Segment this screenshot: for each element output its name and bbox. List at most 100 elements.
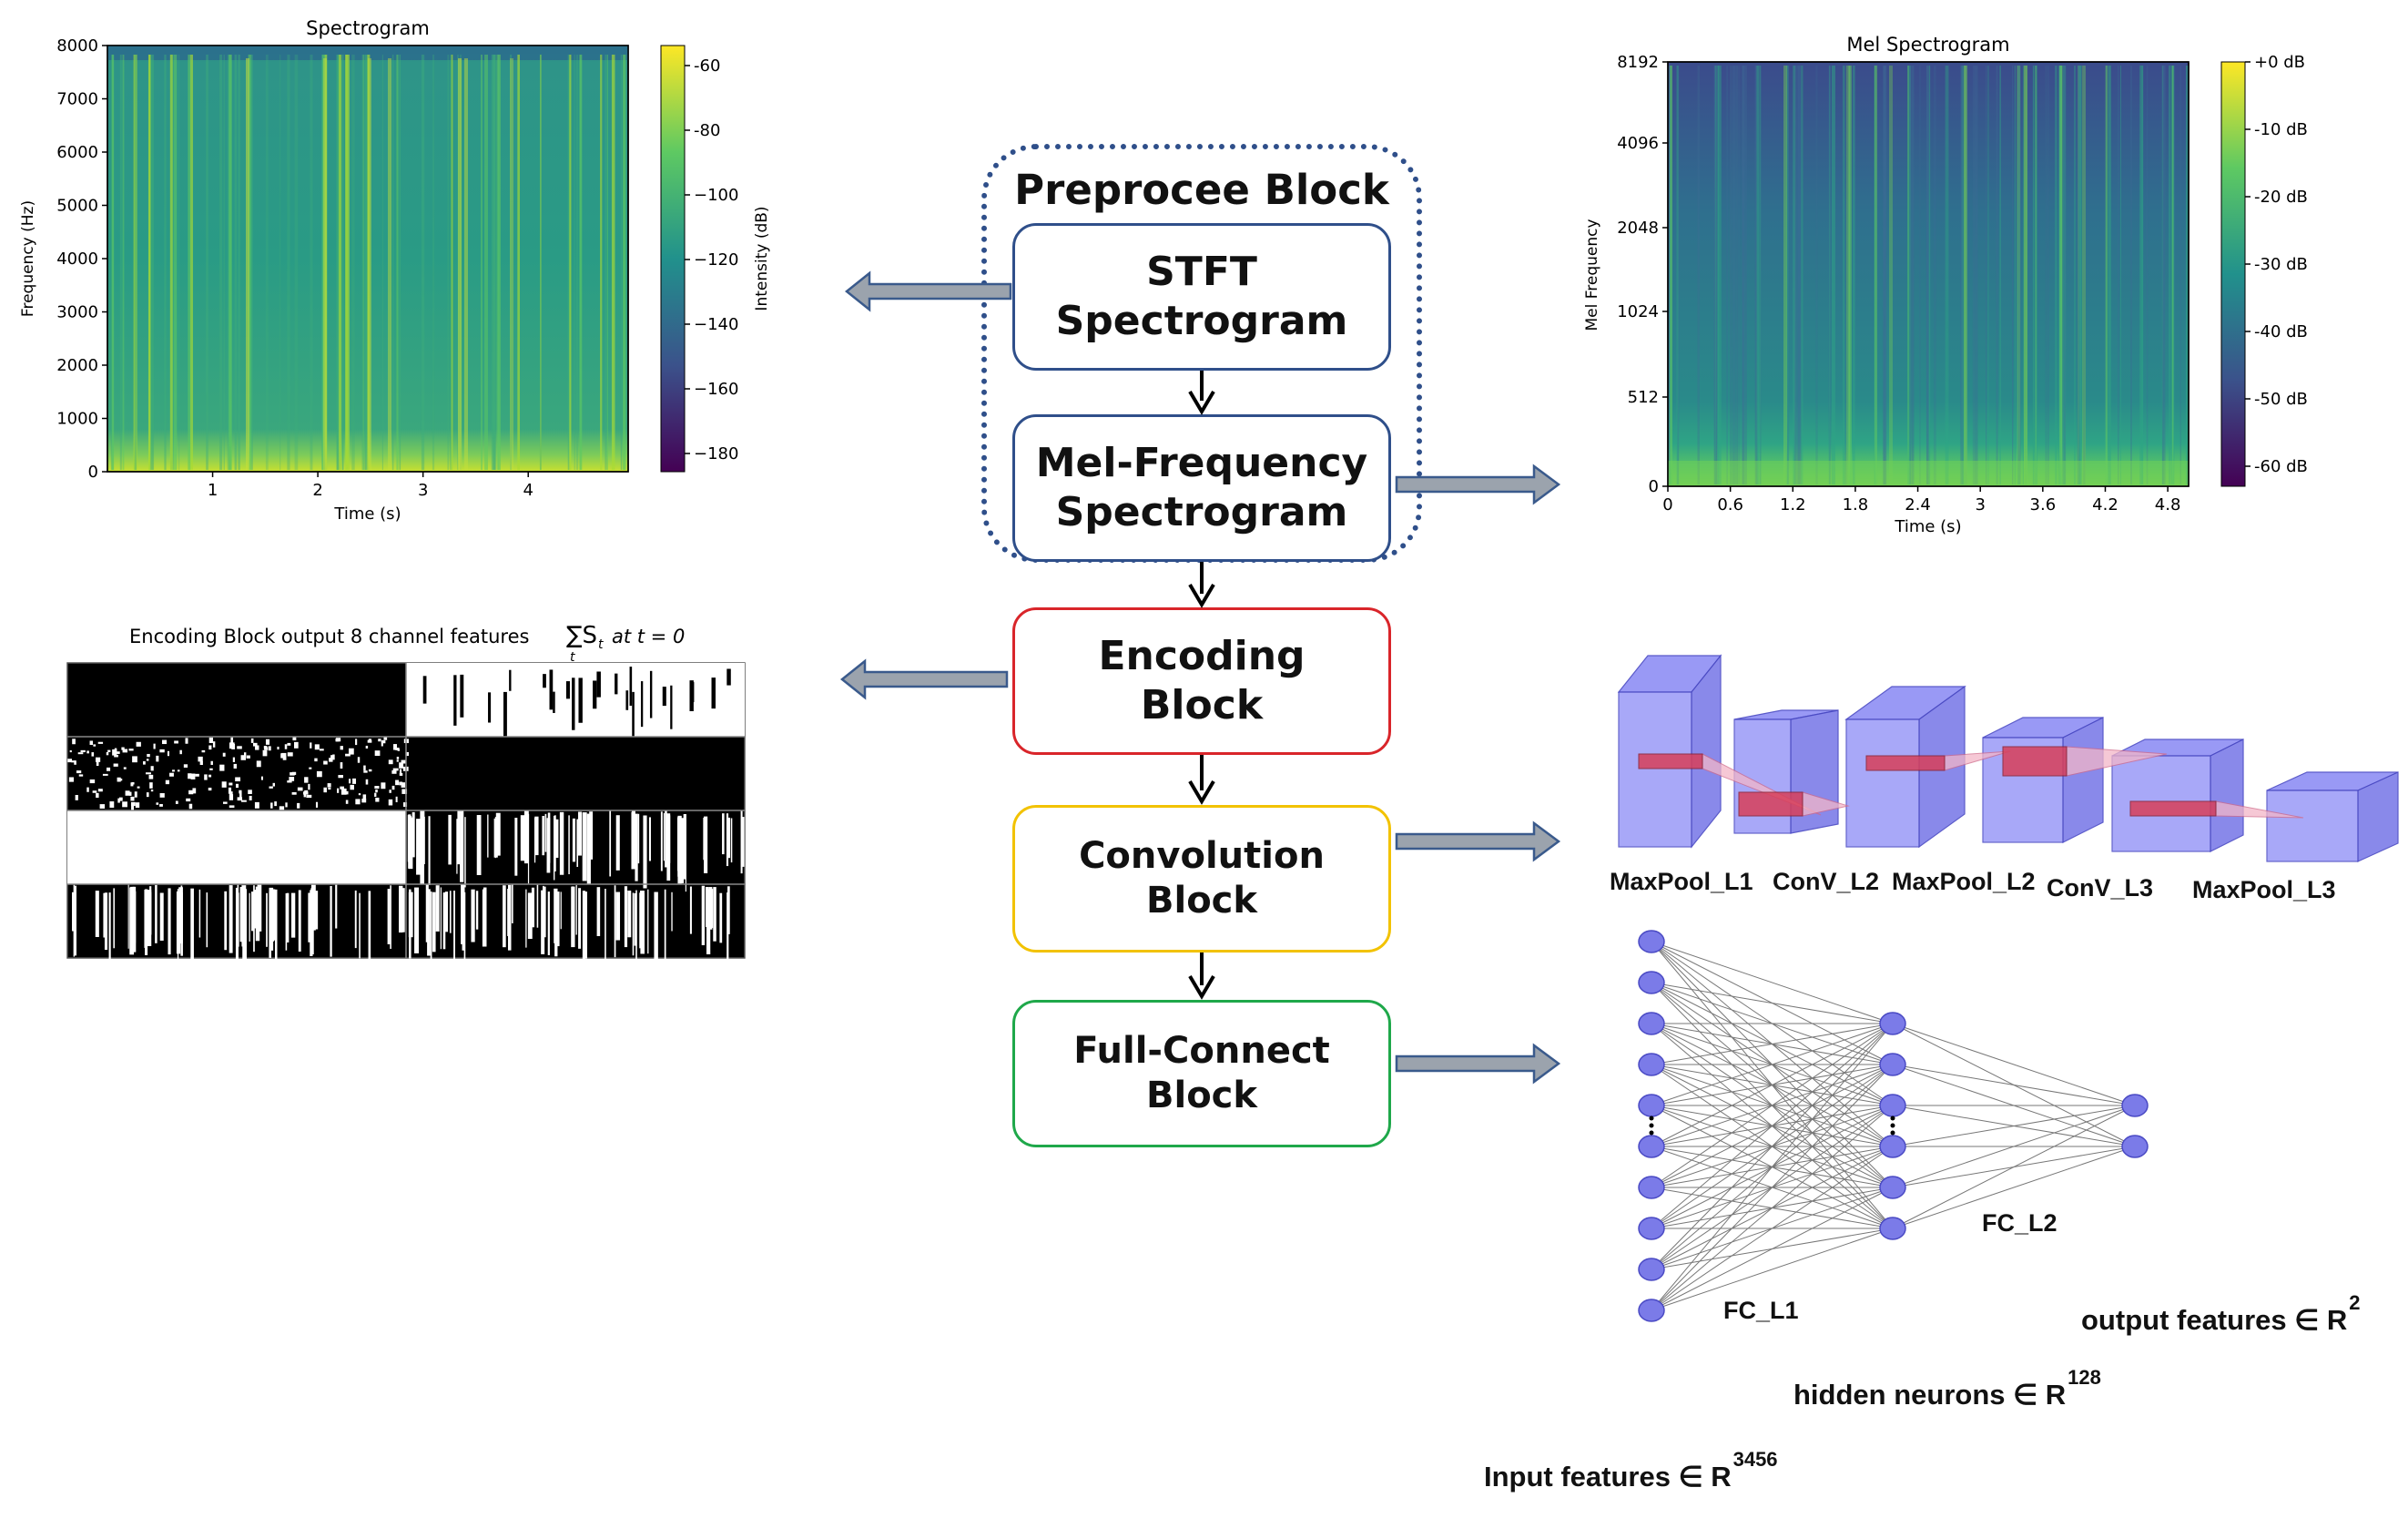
spec-cbtick-label: −140 — [694, 315, 738, 334]
enc-bar — [541, 890, 545, 954]
enc-bar — [648, 817, 651, 861]
mel-streak — [1960, 66, 1964, 484]
enc-speckle — [269, 786, 273, 789]
mel-bright-streak — [2024, 66, 2027, 484]
enc-speckle — [122, 801, 127, 808]
enc-speckle — [233, 763, 238, 769]
encoding-output-svg: Encoding Block output 8 channel features… — [66, 622, 746, 965]
enc-bar — [95, 891, 99, 937]
spec-streak — [223, 55, 225, 470]
input-neuron — [1638, 1094, 1665, 1117]
enc-bar — [432, 891, 436, 953]
enc-bar — [409, 889, 411, 959]
enc-speckle — [156, 755, 159, 762]
spec-streak — [122, 55, 125, 470]
output-neuron — [2121, 1094, 2149, 1117]
enc-speckle — [358, 793, 361, 796]
spec-streak — [351, 55, 355, 470]
enc-bar — [663, 812, 665, 861]
enc-speckle — [263, 746, 268, 749]
mel-streak — [1676, 66, 1679, 484]
enc-speckle — [285, 802, 288, 808]
enc-bar — [689, 886, 692, 934]
enc-speckle — [96, 757, 101, 762]
arrow-encoding-left — [839, 658, 1009, 700]
enc-speckle — [349, 779, 351, 784]
cnn-cubes — [1617, 654, 2399, 862]
enc-bar — [414, 888, 417, 953]
enc-speckle — [255, 745, 259, 750]
spec-streak — [190, 55, 193, 470]
mel-streak — [1717, 66, 1720, 484]
mel-xtick-label: 3.6 — [2030, 495, 2057, 514]
spec-streak — [484, 55, 488, 470]
spec-bright-streak — [246, 58, 249, 470]
mel-xtick-label: 4.8 — [2155, 495, 2181, 514]
spec-streak — [611, 55, 615, 470]
mel-ytick-label: 2048 — [1617, 219, 1659, 238]
enc-bar — [547, 891, 550, 955]
enc-bar — [442, 892, 446, 950]
mel-streak — [2078, 66, 2081, 484]
enc-speckle — [114, 748, 117, 752]
enc-speckle — [219, 764, 225, 771]
enc-speckle — [270, 802, 273, 809]
enc-bar — [503, 885, 506, 948]
enc-speckle — [363, 770, 368, 773]
enc-mark — [689, 680, 694, 711]
mel-streak — [1907, 66, 1909, 484]
mel-streak — [1801, 66, 1803, 484]
enc-bar — [514, 818, 518, 876]
enc-bar — [544, 813, 547, 852]
enc-mark — [726, 668, 731, 686]
enc-speckle — [383, 737, 388, 740]
encoding-formula-sum: ∑S — [566, 622, 597, 649]
spec-streak — [539, 55, 542, 470]
mel-streak — [2062, 66, 2067, 484]
enc-speckle — [239, 791, 242, 798]
enc-bar — [547, 812, 551, 863]
mel-cbtick-label: -50 dB — [2254, 390, 2308, 409]
fc-edge-l1 — [1651, 1146, 1894, 1311]
fc-edge-l2 — [1892, 1023, 2136, 1106]
enc-bar — [453, 891, 455, 961]
enc-speckle — [146, 772, 151, 775]
enc-speckle — [399, 781, 403, 786]
enc-speckle — [119, 779, 123, 781]
mel-streak — [1754, 66, 1758, 484]
enc-speckle — [175, 800, 178, 804]
mel-streak — [1883, 66, 1887, 484]
enc-speckle — [99, 804, 106, 809]
enc-speckle — [246, 755, 250, 759]
spectrogram-streaks — [107, 46, 628, 470]
mel-streak — [1715, 66, 1718, 484]
spec-streak — [346, 55, 350, 470]
mel-streak — [1697, 66, 1700, 484]
enc-bar — [534, 816, 539, 856]
mel-streak — [1714, 66, 1717, 484]
mel-streak — [2119, 66, 2121, 484]
mel-streak — [1756, 66, 1759, 484]
mel-streak — [2017, 66, 2021, 484]
input-neuron — [1638, 1176, 1665, 1199]
enc-speckle — [137, 786, 140, 789]
enc-bar — [557, 891, 560, 947]
mel-streak — [2141, 66, 2144, 484]
spec-ytick-label: 7000 — [56, 90, 98, 109]
mel-streak — [1842, 66, 1845, 484]
fc-edge-l2 — [1892, 1105, 2136, 1147]
hidden-neuron — [1879, 1053, 1906, 1076]
spec-streak — [248, 55, 252, 470]
spec-streak — [605, 55, 607, 470]
enc-speckle — [107, 767, 111, 771]
enc-speckle — [204, 774, 208, 780]
enc-speckle — [314, 744, 320, 750]
spec-bright-streak — [464, 58, 468, 470]
spec-streak — [287, 55, 290, 470]
enc-bar — [666, 813, 671, 881]
spec-streak — [250, 55, 253, 470]
enc-speckle — [185, 738, 188, 744]
enc-speckle — [287, 780, 292, 783]
mel-streak — [1848, 66, 1852, 484]
enc-speckle — [287, 752, 293, 757]
